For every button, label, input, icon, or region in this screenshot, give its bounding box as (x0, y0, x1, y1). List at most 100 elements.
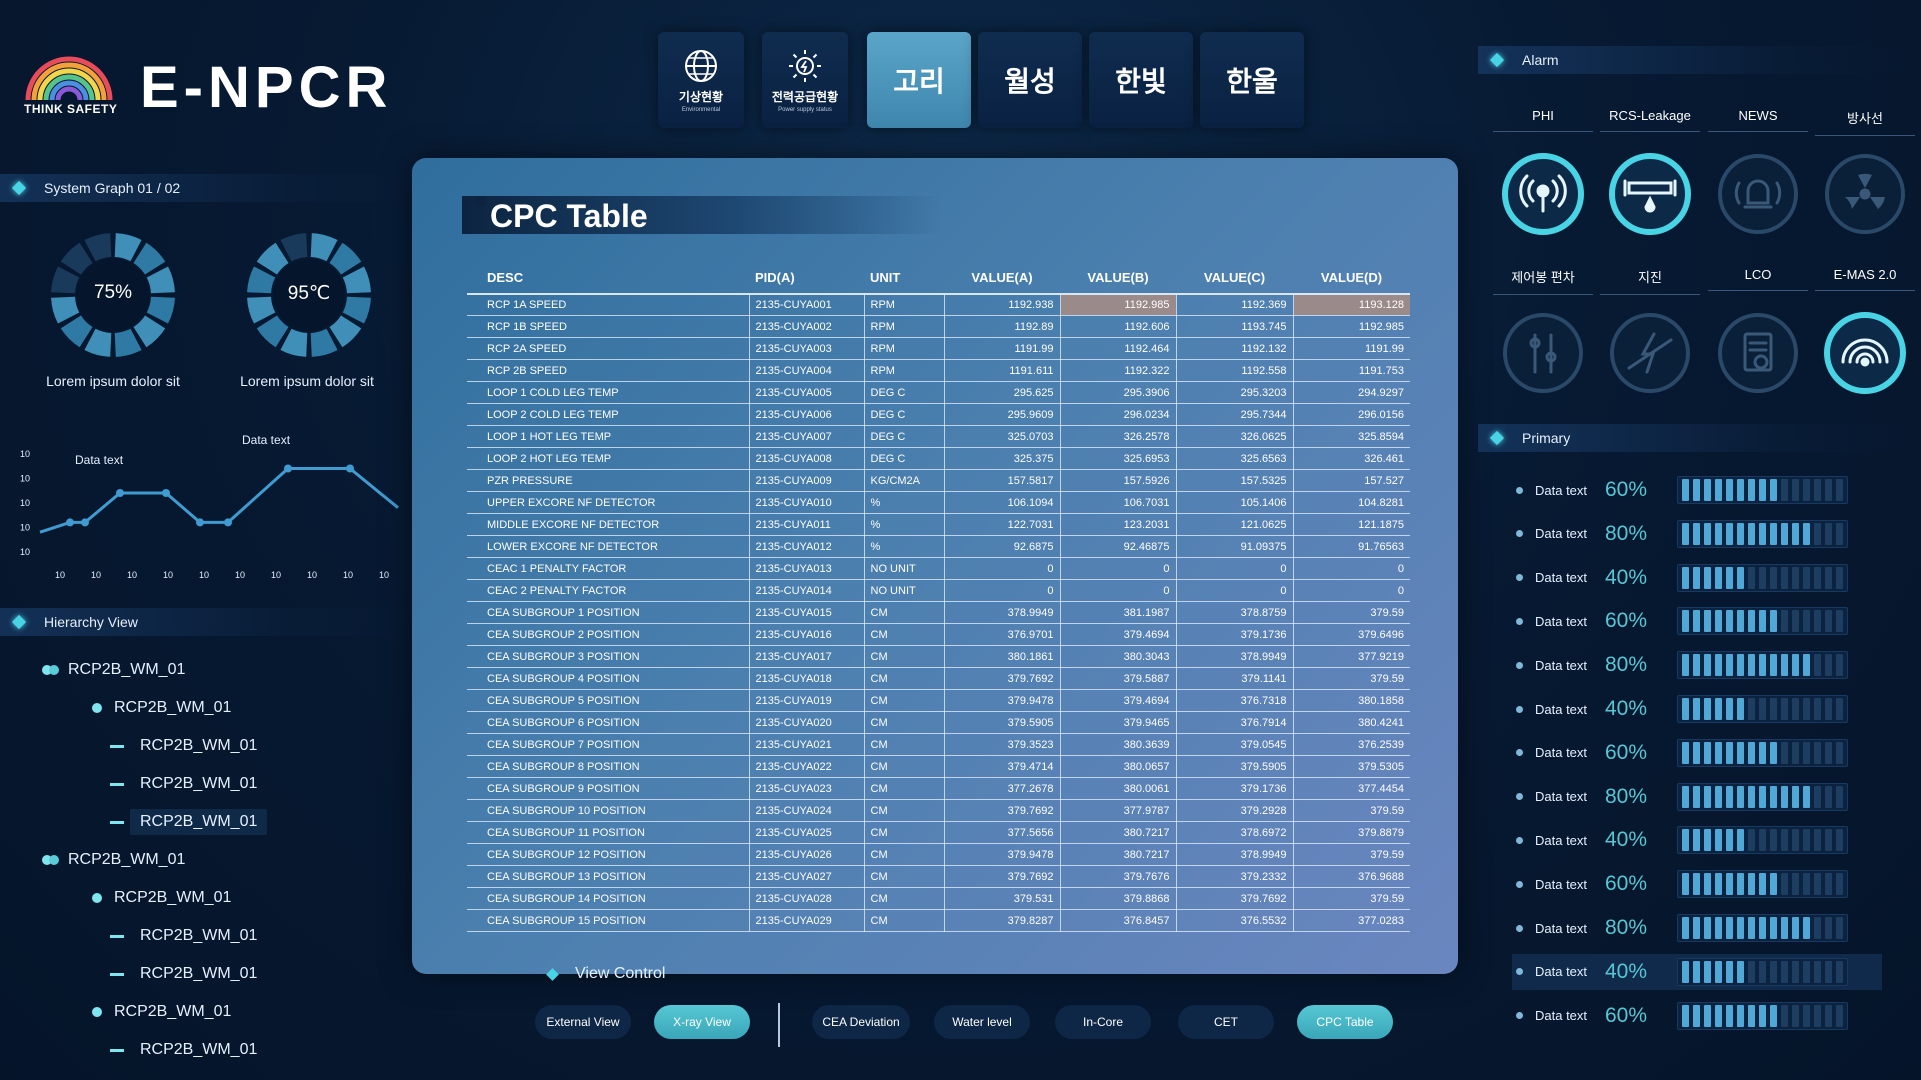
table-cell: 380.0657 (1060, 755, 1177, 779)
level-segment (1726, 829, 1733, 852)
table-row[interactable]: CEAC 1 PENALTY FACTOR 2135-CUYA013 NO UNIT… (467, 557, 1410, 581)
tree-node-label: RCP2B_WM_01 (114, 699, 232, 716)
dot-bullet-icon (42, 665, 60, 675)
primary-row[interactable]: Data text 40% (1512, 953, 1882, 990)
primary-row[interactable]: Data text 80% (1512, 779, 1882, 815)
primary-row[interactable]: Data text 60% (1512, 735, 1882, 771)
table-row[interactable]: LOWER EXCORE NF DETECTOR 2135-CUYA012% 92.… (467, 535, 1410, 559)
table-cell: 377.2678 (944, 777, 1061, 801)
table-row[interactable]: LOOP 1 COLD LEG TEMP 2135-CUYA005 DEG C 295… (467, 381, 1410, 405)
table-row[interactable]: CEA SUBGROUP 4 POSITION 2135-CUYA018 CM 379… (467, 667, 1410, 691)
primary-row[interactable]: Data text 60% (1512, 866, 1882, 902)
view-cea-deviation-button[interactable]: CEA Deviation (812, 1005, 910, 1039)
level-segment (1836, 610, 1843, 633)
level-segment (1792, 654, 1799, 677)
table-cell: 2135-CUYA012 (749, 535, 865, 559)
view-water-level-button[interactable]: Water level (934, 1005, 1030, 1039)
table-row[interactable]: LOOP 1 HOT LEG TEMP 2135-CUYA007 DEG C 325.… (467, 425, 1410, 449)
primary-row[interactable]: Data text 60% (1512, 998, 1882, 1034)
primary-row-percent: 60% (1605, 740, 1648, 764)
nav-site-hanbit[interactable]: 한빛 (1089, 32, 1193, 128)
level-segment (1704, 917, 1711, 939)
table-row[interactable]: UPPER EXCORE NF DETECTOR 2135-CUYA010% 106… (467, 491, 1410, 515)
primary-row[interactable]: Data text 80% (1512, 647, 1882, 683)
view-cet-button[interactable]: CET (1178, 1005, 1274, 1039)
hierarchy-title: Hierarchy View (44, 614, 138, 630)
table-cell: 92.6875 (944, 535, 1061, 559)
tree-node[interactable]: RCP2B_WM_01 (92, 998, 231, 1026)
table-cell: 106.7031 (1060, 491, 1177, 515)
alarm-indicator[interactable] (1715, 151, 1801, 237)
nav-site-wolsong[interactable]: 월성 (978, 32, 1082, 128)
table-cell: 376.8457 (1060, 909, 1177, 933)
table-row[interactable]: LOOP 2 COLD LEG TEMP 2135-CUYA006 DEG C 295… (467, 403, 1410, 427)
tree-node[interactable]: RCP2B_WM_01 (92, 884, 231, 912)
panel-title-bar (462, 196, 942, 234)
tree-node[interactable]: RCP2B_WM_01 (110, 922, 257, 950)
table-row[interactable]: CEA SUBGROUP 12 POSITION 2135-CUYA026 CM 37… (467, 843, 1410, 867)
primary-row[interactable]: Data text 40% (1512, 822, 1882, 858)
table-row[interactable]: RCP 1B SPEED 2135-CUYA002 RPM 1192.89 1192.6… (467, 315, 1410, 339)
table-row[interactable]: CEA SUBGROUP 5 POSITION 2135-CUYA019 CM 379… (467, 689, 1410, 713)
table-row[interactable]: CEA SUBGROUP 1 POSITION 2135-CUYA015 CM 378… (467, 601, 1410, 625)
alarm-indicator[interactable] (1500, 310, 1586, 396)
level-segment (1726, 566, 1733, 589)
tree-node[interactable]: RCP2B_WM_01 (110, 1036, 257, 1064)
table-cell: 1191.99 (1293, 337, 1410, 361)
level-segment (1770, 479, 1777, 501)
nav-environmental-button[interactable]: 기상현황 Environmental (658, 32, 744, 128)
view-external-view-button[interactable]: External View (535, 1005, 631, 1039)
alarm-indicator[interactable] (1500, 151, 1586, 237)
nav-power-supply-button[interactable]: 전력공급현황 Power supply status (762, 32, 848, 128)
nav-site-kori[interactable]: 고리 (867, 32, 971, 128)
nav-site-hanul[interactable]: 한울 (1200, 32, 1304, 128)
tree-node[interactable]: RCP2B_WM_01 (110, 960, 257, 988)
table-row[interactable]: CEA SUBGROUP 8 POSITION 2135-CUYA022 CM 379… (467, 755, 1410, 779)
table-row[interactable]: RCP 1A SPEED 2135-CUYA001 RPM 1192.938 1192.… (467, 294, 1410, 317)
data-point (81, 518, 89, 527)
tree-node[interactable]: RCP2B_WM_01 (110, 732, 257, 760)
primary-row[interactable]: Data text 60% (1512, 603, 1882, 639)
table-row[interactable]: MIDDLE EXCORE NF DETECTOR 2135-CUYA011% 12… (467, 513, 1410, 537)
alarm-indicator[interactable] (1822, 310, 1908, 396)
table-row[interactable]: PZR PRESSURE 2135-CUYA009 KG/CM2A 157.5817 1… (467, 469, 1410, 493)
table-cell: CM (864, 843, 945, 867)
table-cell: 379.1141 (1176, 667, 1294, 691)
table-row[interactable]: CEA SUBGROUP 6 POSITION 2135-CUYA020 CM 379… (467, 711, 1410, 735)
alarm-indicator[interactable] (1607, 310, 1693, 396)
table-row[interactable]: CEA SUBGROUP 7 POSITION 2135-CUYA021 CM 379… (467, 733, 1410, 757)
view-x-ray-view-button[interactable]: X-ray View (654, 1005, 750, 1039)
primary-row[interactable]: Data text 40% (1512, 691, 1882, 727)
primary-row[interactable]: Data text 60% (1512, 472, 1882, 508)
tree-node-label: RCP2B_WM_01 (68, 661, 186, 678)
table-row[interactable]: RCP 2A SPEED 2135-CUYA003 RPM 1191.99 1192.4… (467, 337, 1410, 361)
table-row[interactable]: CEAC 2 PENALTY FACTOR 2135-CUYA014 NO UNIT… (467, 579, 1410, 603)
tree-node[interactable]: RCP2B_WM_01 (110, 808, 268, 836)
view-in-core-button[interactable]: In-Core (1055, 1005, 1151, 1039)
table-row[interactable]: CEA SUBGROUP 11 POSITION 2135-CUYA025 CM 37… (467, 821, 1410, 845)
alarm-indicator[interactable] (1607, 151, 1693, 237)
table-row[interactable]: CEA SUBGROUP 9 POSITION 2135-CUYA023 CM 377… (467, 777, 1410, 801)
view-cpc-table-button[interactable]: CPC Table (1297, 1005, 1393, 1039)
alarm-indicator[interactable] (1715, 310, 1801, 396)
table-row[interactable]: RCP 2B SPEED 2135-CUYA004 RPM 1191.611 1192.… (467, 359, 1410, 383)
table-row[interactable]: CEA SUBGROUP 15 POSITION 2135-CUYA029 CM 37… (467, 909, 1410, 933)
table-row[interactable]: CEA SUBGROUP 2 POSITION 2135-CUYA016 CM 376… (467, 623, 1410, 647)
primary-row[interactable]: Data text 80% (1512, 516, 1882, 552)
chart-annotation: Data text (75, 453, 124, 467)
table-row[interactable]: LOOP 2 HOT LEG TEMP 2135-CUYA008 DEG C 325.… (467, 447, 1410, 471)
table-row[interactable]: CEA SUBGROUP 10 POSITION 2135-CUYA024 CM 37… (467, 799, 1410, 823)
tree-node[interactable]: RCP2B_WM_01 (42, 846, 185, 874)
tree-node[interactable]: RCP2B_WM_01 (92, 694, 231, 722)
level-segment (1836, 873, 1843, 896)
alarm-indicator[interactable] (1822, 151, 1908, 237)
tree-node[interactable]: RCP2B_WM_01 (110, 770, 257, 798)
level-segment (1715, 1004, 1722, 1027)
primary-row[interactable]: Data text 40% (1512, 560, 1882, 596)
table-cell: CM (864, 601, 945, 625)
table-row[interactable]: CEA SUBGROUP 3 POSITION 2135-CUYA017 CM 380… (467, 645, 1410, 669)
primary-row[interactable]: Data text 80% (1512, 910, 1882, 946)
table-row[interactable]: CEA SUBGROUP 13 POSITION 2135-CUYA027 CM 37… (467, 865, 1410, 889)
table-row[interactable]: CEA SUBGROUP 14 POSITION 2135-CUYA028 CM 37… (467, 887, 1410, 911)
tree-node[interactable]: RCP2B_WM_01 (42, 656, 185, 684)
